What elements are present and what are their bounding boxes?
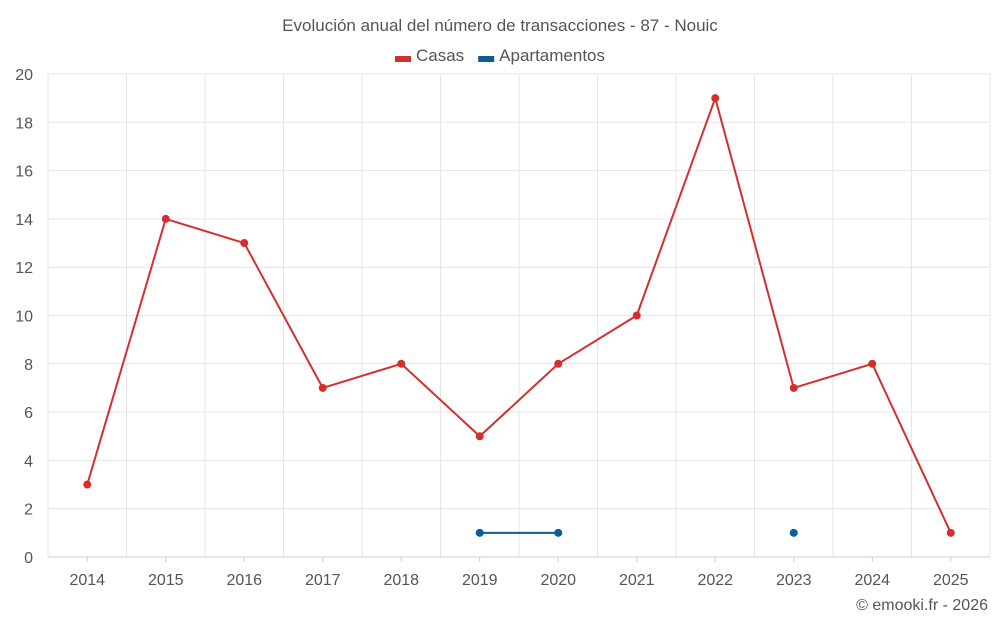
legend-swatch — [478, 56, 495, 62]
x-tick-label: 2024 — [854, 572, 890, 589]
x-tick-label: 2023 — [776, 572, 812, 589]
legend-item-apartamentos: Apartamentos — [478, 46, 605, 65]
data-point-casas — [946, 528, 955, 537]
series-apartamentos — [475, 528, 798, 537]
y-tick-label: 10 — [15, 309, 33, 326]
y-tick-label: 18 — [15, 115, 33, 132]
x-tick-label: 2014 — [69, 572, 105, 589]
y-tick-label: 4 — [24, 453, 33, 470]
data-point-casas — [632, 311, 641, 320]
x-tick-label: 2017 — [305, 572, 341, 589]
data-point-casas — [240, 239, 249, 248]
x-tick-label: 2018 — [383, 572, 419, 589]
y-axis: 0 2 4 6 8 10 12 14 16 18 20 — [15, 67, 33, 567]
series-layer — [83, 94, 955, 537]
legend: Casas Apartamentos — [394, 46, 605, 65]
x-tick-label: 2016 — [226, 572, 262, 589]
legend-item-casas: Casas — [394, 46, 464, 65]
x-tick-label: 2021 — [619, 572, 655, 589]
x-axis: 2014 2015 2016 2017 2018 2019 2020 2021 2022 2023… — [69, 557, 969, 589]
data-point-apartamentos — [789, 528, 798, 537]
legend-label: Casas — [416, 46, 464, 65]
data-point-casas — [554, 359, 563, 368]
data-point-casas — [318, 383, 327, 392]
data-point-casas — [868, 359, 877, 368]
y-tick-label: 0 — [24, 550, 33, 567]
y-tick-label: 20 — [15, 67, 33, 84]
x-tick-label: 2022 — [697, 572, 733, 589]
data-point-casas — [83, 480, 92, 489]
legend-label: Apartamentos — [499, 46, 605, 65]
legend-swatch — [394, 56, 411, 62]
y-tick-label: 14 — [15, 212, 33, 229]
x-tick-label: 2020 — [540, 572, 576, 589]
x-tick-label: 2019 — [462, 572, 498, 589]
chart-title: Evolución anual del número de transaccio… — [282, 16, 718, 35]
data-point-casas — [711, 94, 720, 103]
data-point-casas — [397, 359, 406, 368]
series-casas — [83, 94, 955, 537]
y-tick-label: 12 — [15, 260, 33, 277]
x-tick-label: 2025 — [933, 572, 969, 589]
data-point-casas — [789, 383, 798, 392]
y-tick-label: 6 — [24, 405, 33, 422]
data-point-casas — [161, 214, 170, 223]
x-tick-label: 2015 — [148, 572, 184, 589]
data-point-apartamentos — [554, 528, 563, 537]
data-point-casas — [475, 432, 484, 441]
y-tick-label: 2 — [24, 502, 33, 519]
data-point-apartamentos — [475, 528, 484, 537]
y-tick-label: 8 — [24, 357, 33, 374]
y-tick-label: 16 — [15, 164, 33, 181]
series-line-casas — [86, 97, 952, 534]
grid — [47, 73, 991, 558]
credit-text: © emooki.fr - 2026 — [856, 597, 988, 614]
